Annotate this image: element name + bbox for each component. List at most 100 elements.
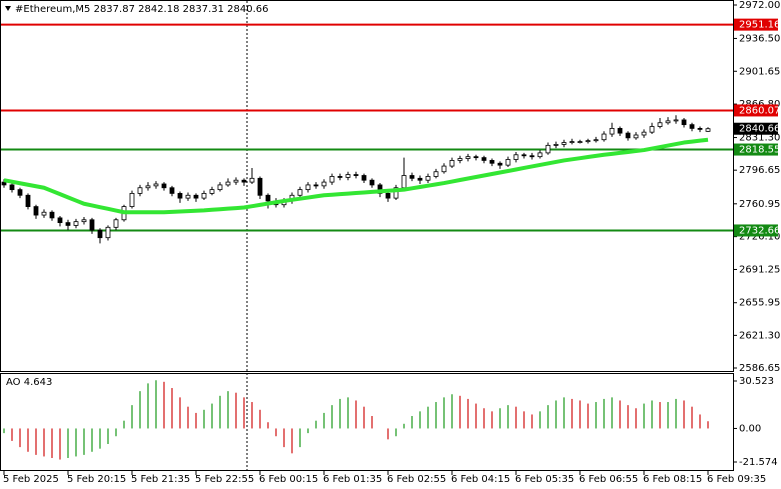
x-tick-label: 5 Feb 22:55: [195, 474, 254, 485]
candle-body: [161, 183, 167, 189]
x-tick-label: 5 Feb 2025: [3, 474, 59, 485]
candle-body: [529, 155, 535, 158]
main-panel: [0, 0, 734, 372]
candle-body: [633, 134, 639, 139]
candle-body: [425, 176, 431, 181]
candle-body: [153, 183, 159, 187]
candle-body: [465, 156, 471, 159]
candle-body: [593, 139, 599, 142]
candle-body: [577, 141, 583, 143]
candle-body: [209, 189, 215, 194]
level-tag: [734, 224, 778, 237]
candle-body: [17, 189, 23, 196]
x-tick-label: 6 Feb 06:55: [579, 474, 638, 485]
candle-body: [81, 219, 87, 223]
candle-body: [625, 132, 631, 139]
level-tag: [734, 18, 778, 31]
y-tick-label: 2726.10: [739, 232, 780, 243]
candle-body: [185, 194, 191, 199]
candle-body: [113, 219, 119, 228]
candle-body: [553, 144, 559, 146]
candle-body: [49, 211, 55, 219]
x-tick-label: 6 Feb 00:15: [259, 474, 318, 485]
chart-title: #Ethereum,M5 2837.87 2842.18 2837.31 284…: [15, 4, 269, 15]
y-tick-label: 2901.65: [739, 66, 780, 77]
candle-body: [177, 193, 183, 199]
candle-body: [353, 174, 359, 176]
level-label: 2860.07: [739, 105, 780, 116]
candle-body: [321, 181, 327, 187]
y-tick-label: 2691.25: [739, 264, 780, 275]
candle-body: [265, 194, 271, 202]
y-tick-label: 2936.50: [739, 33, 780, 44]
candle-body: [473, 156, 479, 159]
candle-body: [441, 165, 447, 173]
level-tag: [734, 143, 778, 156]
candle-body: [513, 154, 519, 160]
price-tag: [734, 122, 778, 135]
candle-body: [233, 179, 239, 183]
candle-body: [433, 171, 439, 177]
candle-body: [617, 128, 623, 134]
y-tick-label: 2586.65: [739, 363, 780, 374]
candle-body: [641, 131, 647, 136]
candle-body: [305, 184, 311, 191]
candle-body: [417, 177, 423, 181]
candle-body: [41, 211, 47, 216]
candle-body: [497, 162, 503, 166]
moving-average: [3, 137, 709, 215]
candle-body: [329, 176, 335, 183]
candle-body: [73, 221, 79, 226]
x-tick-label: 6 Feb 01:35: [323, 474, 382, 485]
level-label: 2951.16: [739, 20, 780, 31]
candle-body: [201, 193, 207, 199]
y-tick-label: -21.574: [739, 457, 778, 468]
x-tick-label: 6 Feb 09:35: [707, 474, 766, 485]
x-tick-label: 6 Feb 05:35: [515, 474, 574, 485]
candle-body: [313, 184, 319, 187]
candle-body: [89, 219, 95, 231]
candle-body: [601, 133, 607, 141]
x-tick-label: 5 Feb 20:15: [67, 474, 126, 485]
candle-body: [225, 181, 231, 186]
candle-body: [137, 187, 143, 194]
candle-body: [457, 158, 463, 161]
candle-body: [33, 206, 39, 216]
candle-body: [297, 189, 303, 196]
candle-body: [537, 152, 543, 158]
y-tick-label: 2972.00: [739, 0, 780, 11]
x-tick-label: 5 Feb 21:35: [131, 474, 190, 485]
candle-body: [585, 140, 591, 143]
candle-body: [57, 217, 63, 224]
candle-body: [705, 128, 711, 132]
candle-body: [65, 222, 71, 226]
candle-body: [129, 193, 135, 207]
candle-body: [25, 194, 31, 207]
candle-body: [105, 226, 111, 239]
candle-body: [505, 159, 511, 166]
candle-body: [369, 179, 375, 186]
candle-body: [521, 154, 527, 157]
candle-body: [673, 119, 679, 122]
candle-body: [561, 142, 567, 145]
y-tick-label: 2621.30: [739, 330, 780, 341]
candle-body: [657, 122, 663, 127]
y-tick-label: 2760.95: [739, 199, 780, 210]
current-price-label: 2840.66: [739, 124, 780, 135]
y-tick-label: 2831.30: [739, 133, 780, 144]
candle-body: [361, 175, 367, 181]
candle-body: [449, 160, 455, 167]
candle-body: [489, 160, 495, 164]
level-label: 2732.66: [739, 225, 780, 236]
candle-body: [145, 185, 151, 189]
y-tick-label: 2655.95: [739, 298, 780, 309]
candle-body: [609, 128, 615, 135]
candle-body: [569, 141, 575, 143]
y-tick-label: 30.523: [739, 376, 774, 387]
candle-body: [249, 177, 255, 183]
symbol-icon: [5, 6, 11, 11]
candle-body: [665, 120, 671, 124]
candle-body: [241, 179, 247, 183]
level-label: 2818.55: [739, 145, 780, 156]
candle-body: [649, 126, 655, 133]
